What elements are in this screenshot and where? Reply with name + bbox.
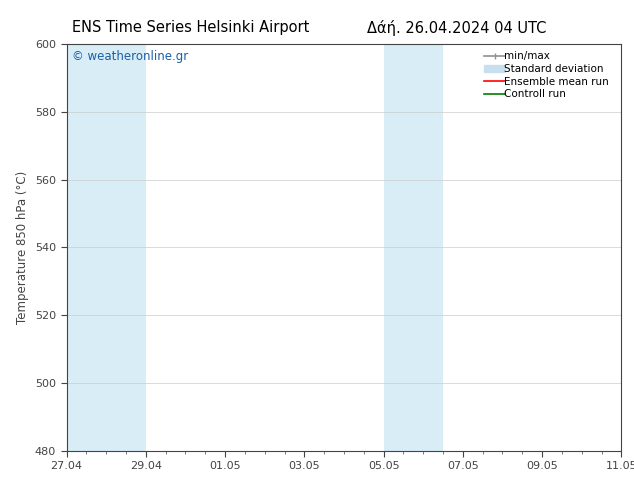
Bar [67, 44, 106, 451]
Y-axis label: Temperature 850 hPa (°C): Temperature 850 hPa (°C) [16, 171, 29, 324]
Bar [413, 44, 443, 451]
Bar [621, 44, 634, 451]
Bar [384, 44, 413, 451]
Text: © weatheronline.gr: © weatheronline.gr [72, 50, 188, 63]
Legend: min/max, Standard deviation, Ensemble mean run, Controll run: min/max, Standard deviation, Ensemble me… [482, 49, 616, 101]
Text: Δάή. 26.04.2024 04 UTC: Δάή. 26.04.2024 04 UTC [367, 20, 546, 36]
Text: ENS Time Series Helsinki Airport: ENS Time Series Helsinki Airport [72, 20, 309, 35]
Bar [106, 44, 146, 451]
